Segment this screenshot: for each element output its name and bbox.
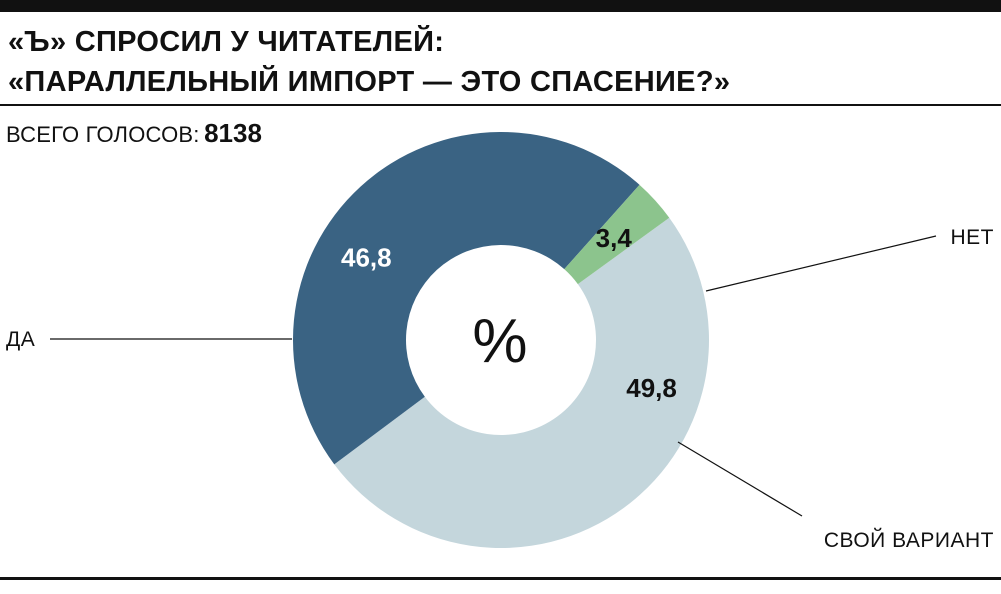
slice-labels: 49,8 46,8 3,4: [341, 223, 677, 403]
leader-line-свой-вариант: [677, 441, 803, 517]
leader-lines: ДА НЕТ СВОЙ ВАРИАНТ: [6, 226, 994, 552]
category-label-свой-вариант: СВОЙ ВАРИАНТ: [824, 528, 994, 552]
slice-да: [334, 217, 709, 548]
total-votes-label: ВСЕГО ГОЛОСОВ:: [6, 122, 200, 147]
title-line-2: «ПАРАЛЛЕЛЬНЫЙ ИМПОРТ — ЭТО СПАСЕНИЕ?»: [8, 66, 731, 98]
title-rule: [0, 104, 1001, 106]
chart-title: «Ъ» СПРОСИЛ У ЧИТАТЕЛЕЙ: «ПАРАЛЛЕЛЬНЫЙ И…: [8, 22, 993, 102]
total-votes: ВСЕГО ГОЛОСОВ: 8138: [6, 118, 262, 149]
top-rule: [0, 0, 1001, 12]
total-votes-value: 8138: [204, 118, 262, 148]
center-unit-symbol: %: [472, 307, 527, 376]
value-label-да: 49,8: [626, 373, 677, 403]
category-label-да: ДА: [6, 328, 35, 351]
value-label-свой-вариант: 3,4: [596, 223, 633, 253]
category-label-нет: НЕТ: [951, 226, 995, 249]
title-line-1: «Ъ» СПРОСИЛ У ЧИТАТЕЛЕЙ:: [8, 26, 445, 58]
bottom-rule: [0, 577, 1001, 580]
slice-свой-вариант: [564, 184, 670, 285]
slice-нет: [293, 132, 640, 465]
leader-line-нет: [705, 235, 937, 292]
donut-slices: [293, 132, 709, 548]
value-label-нет: 46,8: [341, 242, 392, 272]
